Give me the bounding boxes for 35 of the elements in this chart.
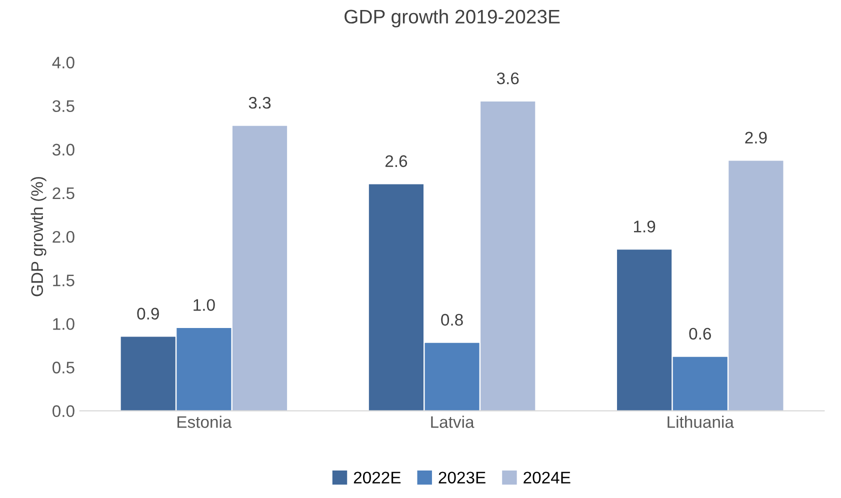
bar bbox=[424, 342, 480, 411]
y-tick-label: 4.0 bbox=[52, 56, 74, 68]
x-tick-label: Latvia bbox=[431, 416, 474, 428]
bar bbox=[672, 356, 728, 411]
bar bbox=[120, 336, 176, 411]
bar bbox=[617, 250, 672, 411]
bar bbox=[176, 328, 232, 411]
y-tick-label: 0.5 bbox=[52, 362, 74, 374]
data-label: 0.8 bbox=[441, 314, 463, 326]
x-tick-label: Lithuania bbox=[668, 416, 734, 428]
y-tick-label: 2.5 bbox=[52, 187, 74, 200]
data-label: 3.3 bbox=[248, 96, 271, 109]
bar bbox=[232, 126, 288, 411]
bar bbox=[728, 160, 784, 411]
data-label: 2.9 bbox=[745, 132, 767, 144]
y-axis-title: GDP growth (%) bbox=[30, 177, 46, 296]
y-tick-label: 1.5 bbox=[53, 274, 74, 286]
y-tick-label: 0.0 bbox=[52, 405, 74, 418]
y-tick-label: 2.0 bbox=[52, 230, 74, 243]
legend-label: 2022E bbox=[354, 472, 401, 484]
data-label: 1.9 bbox=[634, 220, 656, 232]
legend-label: 2024E bbox=[524, 472, 570, 484]
data-label: 0.9 bbox=[137, 308, 159, 320]
legend-label: 2023E bbox=[438, 472, 486, 484]
data-label: 0.6 bbox=[689, 328, 711, 340]
data-label: 3.6 bbox=[496, 72, 519, 84]
x-tick-label: Estonia bbox=[178, 416, 232, 428]
data-label: 2.6 bbox=[385, 155, 408, 168]
bar bbox=[480, 101, 536, 411]
y-tick-label: 3.5 bbox=[52, 100, 74, 112]
bar bbox=[368, 184, 424, 411]
y-tick-label: 1.0 bbox=[53, 318, 74, 330]
chart-title: GDP growth 2019-2023E bbox=[344, 9, 560, 28]
data-label: 1.0 bbox=[194, 299, 215, 311]
y-tick-label: 3.0 bbox=[52, 144, 74, 156]
